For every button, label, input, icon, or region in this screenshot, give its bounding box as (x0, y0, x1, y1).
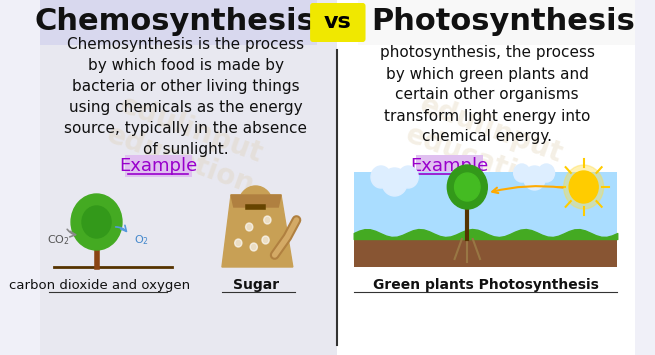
Text: Green plants Photosynthesis: Green plants Photosynthesis (373, 278, 599, 292)
Circle shape (455, 173, 480, 201)
Circle shape (250, 243, 257, 251)
Circle shape (514, 164, 530, 182)
Text: edulinput
education: edulinput education (102, 90, 269, 200)
Circle shape (569, 171, 598, 203)
Circle shape (246, 223, 253, 231)
FancyBboxPatch shape (415, 155, 483, 177)
Text: Chemosynthesis: Chemosynthesis (34, 7, 315, 37)
Text: Photosynthesis: Photosynthesis (372, 7, 635, 37)
Text: Example: Example (410, 157, 488, 175)
FancyBboxPatch shape (124, 155, 192, 177)
FancyBboxPatch shape (354, 239, 617, 267)
FancyBboxPatch shape (40, 0, 318, 45)
FancyBboxPatch shape (337, 0, 635, 355)
Polygon shape (222, 195, 293, 267)
Text: CO$_2$: CO$_2$ (47, 233, 69, 247)
FancyBboxPatch shape (40, 0, 337, 355)
Circle shape (523, 166, 546, 190)
Text: Chemosynthesis is the process
by which food is made by
bacteria or other living : Chemosynthesis is the process by which f… (64, 37, 307, 157)
Circle shape (238, 186, 273, 224)
Text: Example: Example (119, 157, 197, 175)
FancyBboxPatch shape (358, 0, 635, 45)
Circle shape (82, 206, 111, 238)
Circle shape (71, 194, 122, 250)
Circle shape (538, 164, 555, 182)
Circle shape (371, 166, 391, 188)
FancyBboxPatch shape (310, 3, 365, 42)
Circle shape (234, 239, 242, 247)
Text: photosynthesis, the process
by which green plants and
certain other organisms
tr: photosynthesis, the process by which gre… (380, 45, 595, 144)
Text: vs: vs (324, 12, 351, 32)
Polygon shape (231, 195, 281, 207)
Circle shape (264, 216, 271, 224)
Text: O$_2$: O$_2$ (134, 233, 149, 247)
Text: Sugar: Sugar (233, 278, 278, 292)
Text: edulinput
education: edulinput education (402, 90, 569, 200)
FancyBboxPatch shape (354, 172, 617, 267)
Circle shape (564, 165, 604, 209)
Circle shape (262, 236, 269, 244)
Circle shape (398, 166, 419, 188)
Circle shape (447, 165, 487, 209)
Circle shape (382, 168, 407, 196)
Text: carbon dioxide and oxygen: carbon dioxide and oxygen (9, 279, 190, 291)
